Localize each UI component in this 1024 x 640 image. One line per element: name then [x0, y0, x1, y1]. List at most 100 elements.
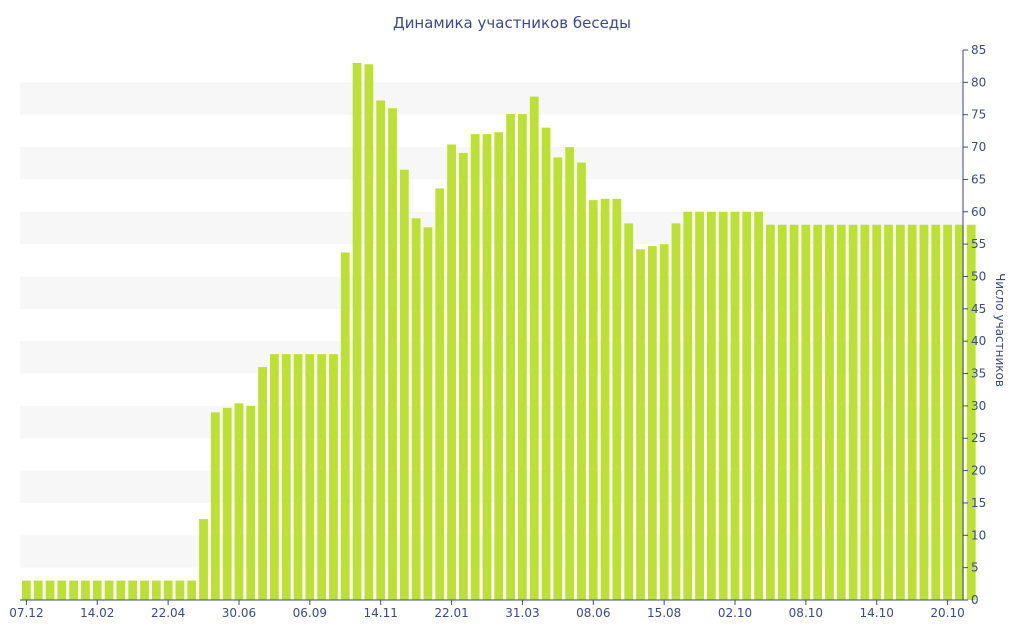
y-tick-label: 5	[971, 561, 979, 575]
bar	[411, 218, 421, 601]
x-tick-label: 15.08	[647, 606, 681, 620]
bar	[482, 134, 492, 600]
bar	[92, 580, 102, 600]
grid-band	[20, 147, 963, 180]
bar	[175, 580, 185, 600]
y-tick-label: 25	[971, 431, 986, 445]
y-tick-label: 55	[971, 237, 986, 251]
bar	[352, 62, 362, 600]
bar	[364, 64, 374, 601]
x-tick-label: 14.11	[364, 606, 398, 620]
bar	[210, 412, 220, 600]
bar	[683, 211, 693, 600]
bar	[305, 354, 315, 600]
bar	[825, 224, 834, 600]
bar	[69, 580, 79, 600]
bar	[376, 100, 386, 600]
bar	[151, 580, 161, 600]
bar	[104, 580, 114, 600]
chart-title: Динамика участников беседы	[393, 14, 631, 32]
y-tick-label: 70	[971, 140, 986, 154]
bar	[270, 354, 279, 600]
bar	[116, 580, 126, 600]
bar	[187, 580, 197, 600]
bar	[695, 211, 704, 600]
x-tick-label: 14.02	[80, 606, 114, 620]
x-tick-label: 14.10	[860, 606, 894, 620]
y-tick-label: 15	[971, 496, 986, 510]
y-tick-label: 80	[971, 75, 986, 89]
bar	[836, 224, 846, 600]
bar	[659, 244, 669, 600]
bar	[801, 224, 811, 600]
bar	[588, 200, 598, 600]
x-tick-label: 20.10	[930, 606, 964, 620]
bar	[140, 580, 149, 600]
bar	[163, 580, 173, 600]
bar	[518, 114, 527, 600]
bar	[919, 224, 929, 600]
bar	[789, 224, 799, 600]
bar	[458, 152, 468, 600]
bar	[470, 134, 480, 600]
bar	[529, 96, 539, 600]
y-tick-label: 75	[971, 108, 986, 122]
bar	[447, 144, 456, 600]
bar	[199, 519, 208, 600]
x-tick-label: 07.12	[9, 606, 43, 620]
x-tick-label: 22.01	[434, 606, 468, 620]
y-tick-label: 45	[971, 302, 986, 316]
bar	[943, 224, 952, 600]
grid-band	[20, 82, 963, 115]
bar	[45, 580, 55, 600]
bar	[317, 354, 327, 600]
bar	[730, 211, 740, 600]
bar	[754, 211, 764, 600]
bar	[281, 354, 291, 600]
bar	[848, 224, 858, 600]
bar	[541, 127, 551, 601]
x-tick-label: 06.09	[293, 606, 327, 620]
y-tick-label: 65	[971, 172, 986, 186]
bars-group	[22, 62, 976, 601]
bar	[612, 198, 622, 600]
y-tick-label: 0	[971, 593, 979, 607]
bar	[872, 224, 882, 600]
bar	[22, 580, 31, 600]
bar	[907, 224, 917, 600]
x-tick-label: 22.04	[151, 606, 185, 620]
x-tick-label: 30.06	[222, 606, 256, 620]
bar	[128, 580, 138, 600]
bar	[647, 246, 657, 600]
y-tick-label: 20	[971, 464, 986, 478]
bar	[293, 354, 303, 600]
bar	[340, 252, 350, 600]
bar	[329, 354, 338, 600]
y-axis-label: Число участников	[993, 273, 1007, 387]
bar	[954, 224, 964, 600]
bar	[553, 157, 563, 600]
bar	[706, 211, 716, 600]
bar	[766, 224, 775, 600]
bar	[222, 407, 232, 600]
x-axis: 07.12 14.02 22.04 30.06 06.09 14.11 22.01 31.03…	[9, 599, 965, 620]
bar	[742, 211, 752, 600]
bar	[57, 580, 67, 600]
y-tick-label: 60	[971, 205, 986, 219]
x-tick-label: 08.06	[576, 606, 610, 620]
bar	[423, 227, 433, 601]
y-tick-label: 50	[971, 269, 986, 283]
bar	[624, 223, 634, 600]
y-tick-label: 30	[971, 399, 986, 413]
bar	[931, 224, 941, 600]
bar	[636, 249, 645, 601]
bar	[895, 224, 905, 600]
y-tick-label: 85	[971, 43, 986, 57]
x-tick-label: 08.10	[789, 606, 823, 620]
y-tick-label: 10	[971, 528, 986, 542]
y-tick-label: 40	[971, 334, 986, 348]
bar	[246, 405, 256, 600]
bar	[860, 224, 870, 600]
y-axis: 0 5 10 15 20 25 30 35 40 45 50 55 60 65 70 75 80 85	[962, 43, 986, 607]
